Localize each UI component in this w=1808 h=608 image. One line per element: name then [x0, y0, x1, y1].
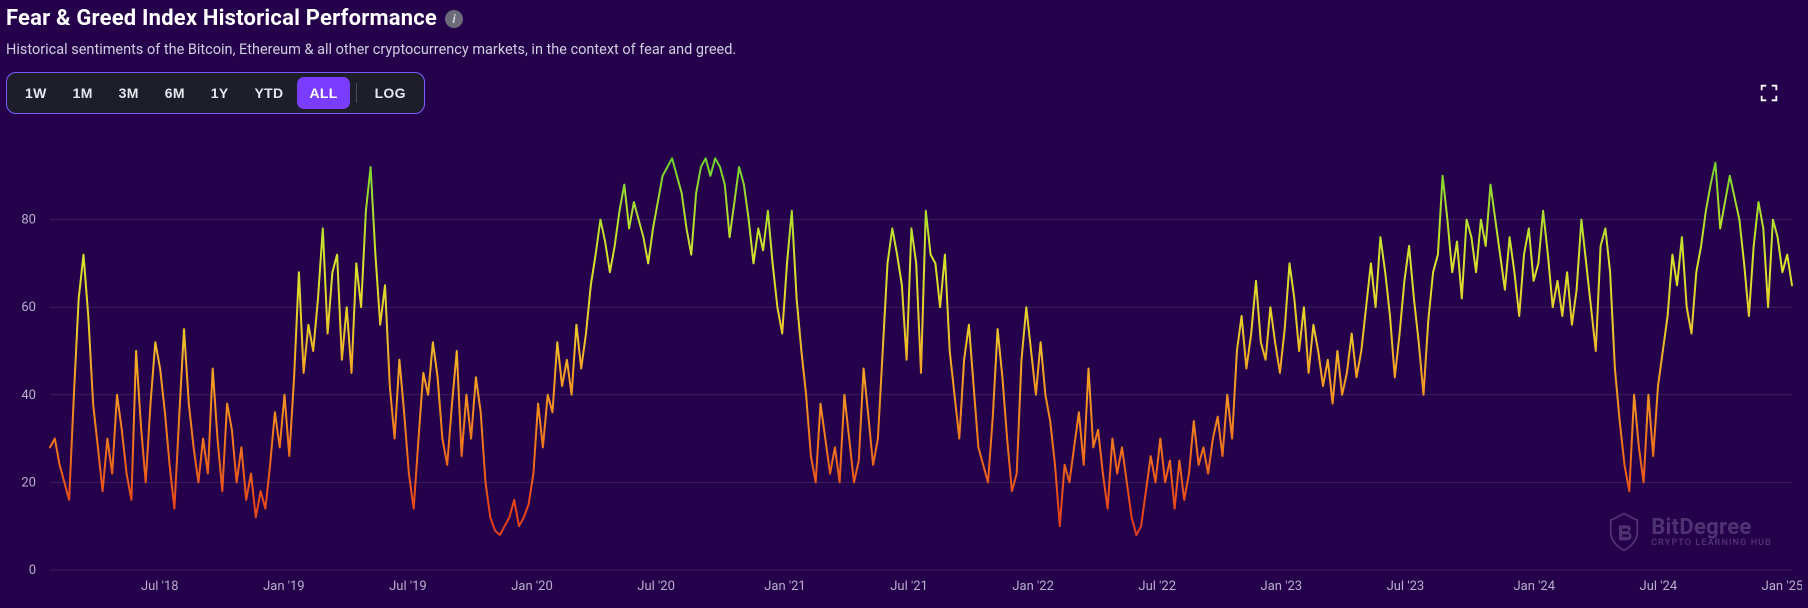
x-axis: Jul '18 Jan '19 Jul '19 Jan '20 Jul '20 Jan '… — [141, 579, 1802, 594]
svg-text:Jul '19: Jul '19 — [389, 579, 427, 594]
svg-text:Jan '24: Jan '24 — [1514, 579, 1556, 594]
svg-text:Jul '18: Jul '18 — [141, 579, 179, 594]
svg-text:0: 0 — [29, 563, 36, 578]
range-6m-button[interactable]: 6M — [153, 77, 197, 109]
chart-container: 020406080Jul '18Jan '19Jul '19Jan '20Jul… — [6, 122, 1802, 600]
range-1w-button[interactable]: 1W — [13, 77, 59, 109]
svg-text:80: 80 — [21, 213, 36, 228]
range-separator — [356, 83, 357, 103]
range-ytd-button[interactable]: YTD — [243, 77, 296, 109]
range-all-button[interactable]: ALL — [297, 77, 349, 109]
fear-greed-chart[interactable]: 020406080Jul '18Jan '19Jul '19Jan '20Jul… — [6, 122, 1802, 600]
fear-greed-series — [50, 158, 1792, 535]
svg-text:Jan '19: Jan '19 — [263, 579, 305, 594]
svg-text:40: 40 — [21, 388, 36, 403]
y-axis: 0 20 40 60 80 — [21, 213, 36, 578]
svg-text:Jan '21: Jan '21 — [764, 579, 806, 594]
svg-text:Jul '21: Jul '21 — [890, 579, 928, 594]
range-1y-button[interactable]: 1Y — [199, 77, 241, 109]
svg-text:Jan '22: Jan '22 — [1012, 579, 1054, 594]
svg-text:Jul '20: Jul '20 — [637, 579, 675, 594]
page-subtitle: Historical sentiments of the Bitcoin, Et… — [6, 41, 1802, 58]
range-3m-button[interactable]: 3M — [107, 77, 151, 109]
info-icon[interactable]: i — [445, 10, 463, 28]
svg-text:Jan '20: Jan '20 — [511, 579, 553, 594]
svg-text:Jul '24: Jul '24 — [1640, 579, 1678, 594]
range-1m-button[interactable]: 1M — [61, 77, 105, 109]
gridlines — [50, 220, 1792, 570]
range-selector: 1W1M3M6M1YYTDALL LOG — [6, 72, 425, 114]
svg-text:Jan '23: Jan '23 — [1261, 579, 1303, 594]
page-title: Fear & Greed Index Historical Performanc… — [6, 6, 437, 31]
fullscreen-button[interactable] — [1758, 82, 1780, 104]
log-toggle-button[interactable]: LOG — [363, 77, 418, 109]
svg-text:Jul '23: Jul '23 — [1387, 579, 1425, 594]
svg-text:Jul '22: Jul '22 — [1138, 579, 1176, 594]
fullscreen-icon — [1758, 82, 1780, 104]
svg-text:60: 60 — [21, 300, 36, 315]
svg-text:Jan '25: Jan '25 — [1762, 579, 1802, 594]
svg-text:20: 20 — [21, 475, 36, 490]
